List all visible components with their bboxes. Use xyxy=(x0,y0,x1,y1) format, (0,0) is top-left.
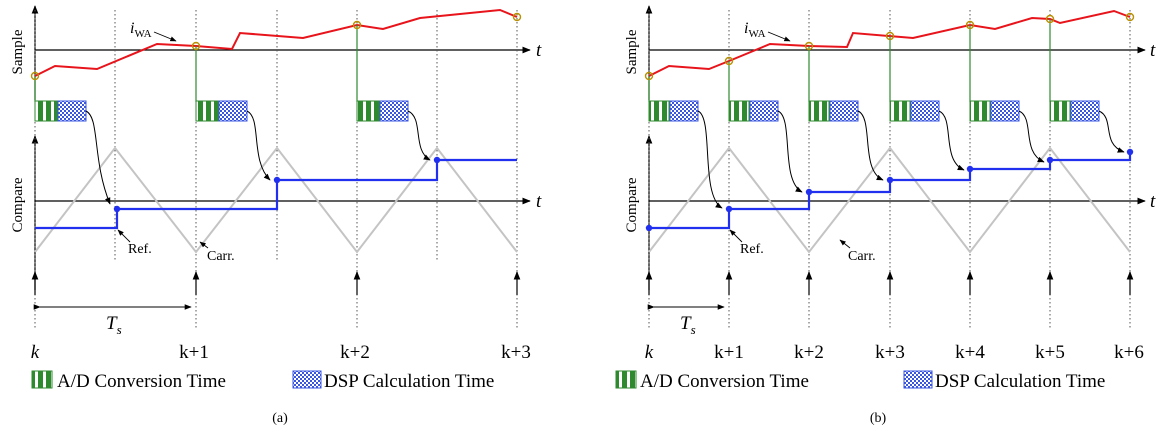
compare-axis-label: Compare xyxy=(10,177,26,232)
time-label-top: t xyxy=(536,40,542,61)
reference-points xyxy=(645,148,1134,232)
ref-label: Ref. xyxy=(740,242,764,257)
ref-pointer xyxy=(729,229,743,243)
iwa-label: iWA xyxy=(130,20,152,40)
sampling-instant-arrows xyxy=(645,271,1134,295)
ad-block xyxy=(34,100,58,122)
legend-ad-swatch xyxy=(31,370,53,389)
tick-label: k+1 xyxy=(714,342,744,363)
reference-points xyxy=(113,156,441,213)
tick-label: k+2 xyxy=(794,342,824,363)
iwa-pointer xyxy=(153,31,177,42)
tick-label: k+3 xyxy=(501,342,531,363)
legend: A/D Conversion Time DSP Calculation Time xyxy=(615,370,1105,392)
sampling-instant-arrows xyxy=(31,271,521,295)
tick-labels: k k+1 k+2 k+3 xyxy=(31,342,531,363)
panel-caption: (a) xyxy=(272,411,288,426)
panel-b: Sample Compare t t iWA Ref. Carr. Ts k k… xyxy=(615,5,1156,426)
ad-block xyxy=(1049,100,1071,122)
dsp-block xyxy=(910,100,940,122)
legend-ad-label: A/D Conversion Time xyxy=(57,371,226,392)
ad-block xyxy=(648,100,670,122)
sample-axis-label: Sample xyxy=(624,29,640,74)
legend-ad-swatch xyxy=(615,370,637,389)
ref-pointer xyxy=(117,229,131,243)
compare-axis-label: Compare xyxy=(624,177,640,232)
time-label-bottom: t xyxy=(536,191,542,212)
legend-dsp-swatch xyxy=(903,370,933,389)
ad-block xyxy=(969,100,991,122)
tick-label: k+1 xyxy=(179,342,209,363)
iwa-pointer xyxy=(767,31,791,42)
tick-label: k+2 xyxy=(340,342,370,363)
ref-label: Ref. xyxy=(128,242,152,257)
legend-dsp-label: DSP Calculation Time xyxy=(324,371,494,392)
carr-label: Carr. xyxy=(207,249,235,264)
ad-dsp-blocks xyxy=(34,100,409,122)
carr-pointer xyxy=(839,239,851,249)
ad-block xyxy=(356,100,380,122)
ts-label: Ts xyxy=(106,313,122,337)
tick-label: k xyxy=(31,342,40,363)
ad-block xyxy=(889,100,911,122)
panel-caption: (b) xyxy=(870,411,887,426)
tick-label: k xyxy=(645,342,654,363)
sample-axis-label: Sample xyxy=(10,29,26,74)
carr-label: Carr. xyxy=(848,249,876,264)
reference-staircase xyxy=(35,158,517,230)
tick-label: k+4 xyxy=(955,342,985,363)
sampled-current-waveform xyxy=(648,9,1131,77)
tick-label: k+6 xyxy=(1114,342,1144,363)
dsp-block xyxy=(218,100,248,122)
sample-drop-lines xyxy=(648,19,1051,102)
sampled-current-waveform xyxy=(34,8,518,77)
legend-dsp-swatch xyxy=(292,370,322,389)
iwa-label: iWA xyxy=(744,20,766,40)
dotted-grid-lines xyxy=(34,10,518,330)
panel-a: Sample Compare t t iWA Ref. Carr. Ts k k… xyxy=(10,5,542,426)
legend: A/D Conversion Time DSP Calculation Time xyxy=(31,370,494,392)
legend-ad-label: A/D Conversion Time xyxy=(640,371,809,392)
time-label-bottom: t xyxy=(1150,191,1156,212)
dsp-block xyxy=(57,100,87,122)
dsp-block xyxy=(379,100,409,122)
legend-dsp-label: DSP Calculation Time xyxy=(935,371,1105,392)
ad-dsp-blocks xyxy=(648,100,1100,122)
update-arrows xyxy=(697,110,1125,209)
ad-block xyxy=(808,100,830,122)
tick-label: k+5 xyxy=(1035,342,1065,363)
sample-points xyxy=(30,12,522,81)
carr-pointer xyxy=(199,241,209,249)
dsp-block xyxy=(990,100,1020,122)
ad-block xyxy=(728,100,750,122)
sample-drop-lines xyxy=(34,25,358,102)
dsp-block xyxy=(749,100,779,122)
time-label-top: t xyxy=(1150,40,1156,61)
sample-points xyxy=(644,12,1135,81)
dsp-block xyxy=(669,100,699,122)
ts-label: Ts xyxy=(680,313,696,337)
dsp-block xyxy=(829,100,859,122)
ad-block xyxy=(195,100,219,122)
tick-label: k+3 xyxy=(875,342,905,363)
carrier-wave xyxy=(34,146,518,254)
dsp-block xyxy=(1070,100,1100,122)
update-arrows xyxy=(85,110,431,205)
carrier-wave xyxy=(648,146,1131,254)
tick-labels: k k+1 k+2 k+3 k+4 k+5 k+6 xyxy=(645,342,1144,363)
